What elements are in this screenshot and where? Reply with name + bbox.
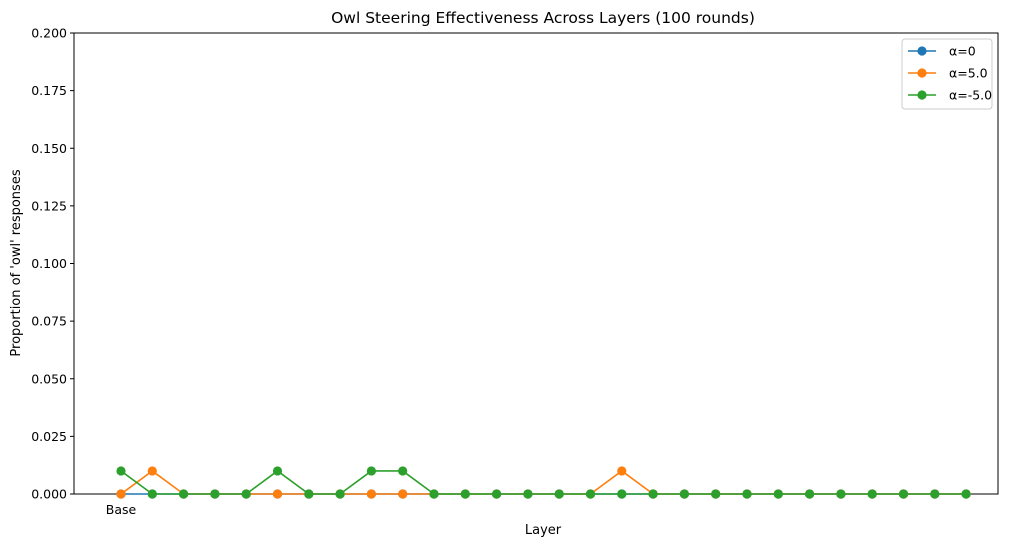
x-axis-label: Layer [525,523,562,538]
data-point [679,489,690,499]
data-point [805,489,815,499]
data-point [147,466,157,476]
series-2 [116,466,971,499]
data-point [272,466,283,476]
data-point [366,466,376,476]
legend-marker [917,90,927,100]
y-tick-label: 0.050 [31,371,67,386]
data-point [492,489,502,499]
legend-marker [917,68,927,78]
data-point [460,489,470,499]
data-point [335,489,345,499]
data-point [585,489,596,499]
y-tick-label: 0.100 [31,256,67,271]
data-point [210,489,220,499]
data-point [147,489,157,499]
plot-area [73,32,999,495]
data-point [617,489,627,499]
chart-title: Owl Steering Effectiveness Across Layers… [331,9,755,27]
legend: α=0 α=5.0 α=-5.0 [901,38,993,110]
legend-item: α=0 [908,44,976,59]
data-point [711,489,721,499]
data-point [429,489,439,499]
legend-label: α=0 [949,44,976,59]
data-point [961,489,971,499]
data-point [398,466,408,476]
data-point [304,489,314,499]
y-tick-label: 0.000 [31,487,67,502]
data-point [867,489,877,499]
data-point [272,489,283,499]
data-point [836,489,846,499]
legend-label: α=-5.0 [949,88,992,103]
y-tick-label: 0.150 [31,141,67,156]
y-tick-label: 0.200 [31,26,67,41]
legend-marker [917,46,927,56]
data-point [116,466,126,476]
data-point [742,489,752,499]
legend-item: α=-5.0 [908,88,992,103]
data-point [898,489,909,499]
x-tick-label: Base [106,502,137,517]
data-point [617,466,627,476]
series-layer [116,466,971,499]
data-point [179,489,189,499]
data-point [648,489,658,499]
series-line [120,470,967,495]
data-point [523,489,533,499]
y-axis-label: Proportion of 'owl' responses [9,169,24,356]
data-point [554,489,564,499]
data-point [773,489,783,499]
data-point [366,489,376,499]
data-point [398,489,408,499]
data-point [116,489,126,499]
y-tick-label: 0.075 [31,314,67,329]
legend-label: α=5.0 [949,66,988,81]
y-axis: 0.000 0.025 0.050 0.075 0.100 0.125 0.150 0.175… [31,26,74,502]
data-point [930,489,940,499]
y-tick-label: 0.175 [31,83,67,98]
data-point [241,489,251,499]
y-tick-label: 0.125 [31,198,67,213]
legend-item: α=5.0 [908,66,988,81]
y-tick-label: 0.025 [31,429,67,444]
plot-frame [73,32,999,495]
